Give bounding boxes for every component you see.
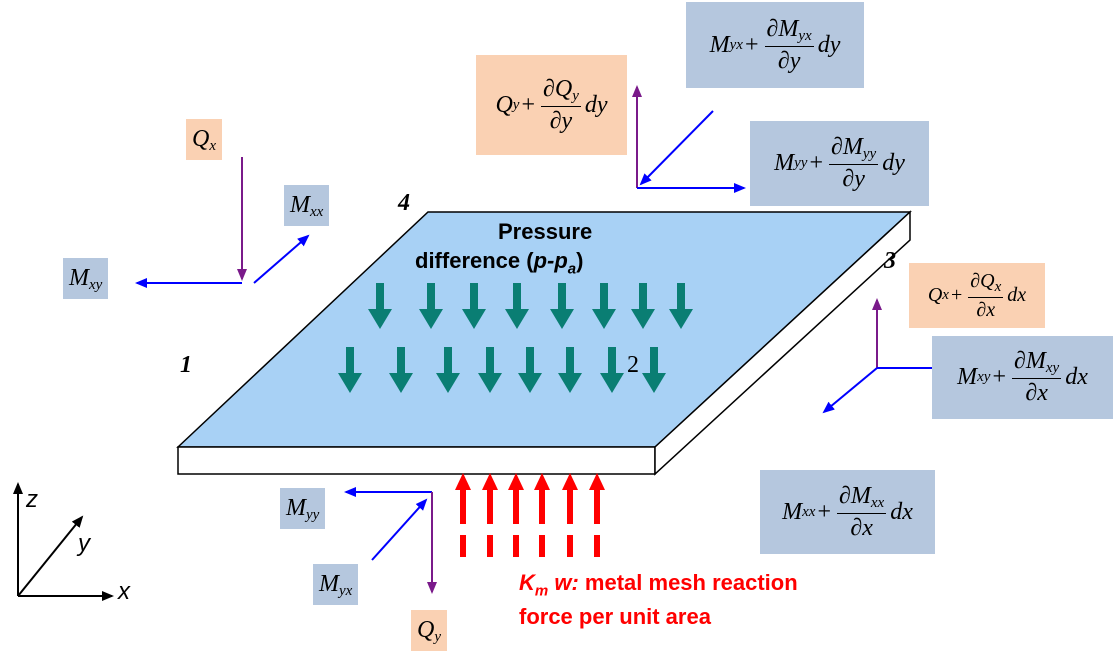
pressure-arrows	[338, 283, 693, 393]
plate-front-face	[177, 446, 656, 475]
reaction-arrow	[482, 473, 498, 557]
reaction-arrow	[455, 473, 471, 557]
pressure-arrow	[505, 283, 529, 329]
pressure-arrow	[558, 347, 582, 393]
pressure-arrow	[600, 347, 624, 393]
mxy-left-label: Mxy	[63, 258, 109, 299]
z-axis-label: z	[26, 486, 38, 513]
qx-left-label: Qx	[186, 119, 223, 160]
pressure-label-line2: difference (p-pa)	[415, 248, 584, 278]
mxx-left-arrow	[253, 234, 310, 284]
myx-bottom-arrow	[371, 498, 428, 561]
pressure-arrow	[338, 347, 362, 393]
pressure-arrow	[419, 283, 443, 329]
corner-label-1: 1	[180, 352, 192, 378]
corner-label-3: 3	[884, 248, 896, 274]
pressure-arrow	[389, 347, 413, 393]
pressure-arrow	[592, 283, 616, 329]
x-axis-label: x	[118, 578, 130, 605]
corner-label-4: 4	[398, 190, 410, 216]
corner-label-2: 2	[627, 352, 639, 378]
myx-top-arrow	[639, 110, 714, 186]
myy-bottom-label: Myy	[280, 488, 326, 529]
pressure-arrow	[368, 283, 392, 329]
plate-side-face	[654, 210, 911, 476]
y-axis-label: y	[78, 530, 90, 557]
mxx-left-label: Mxx	[284, 185, 330, 226]
pressure-arrow	[436, 347, 460, 393]
reaction-arrows	[455, 473, 605, 557]
pressure-arrow	[550, 283, 574, 329]
pressure-arrow	[462, 283, 486, 329]
pressure-arrow	[518, 347, 542, 393]
reaction-arrow	[534, 473, 550, 557]
reaction-arrow	[589, 473, 605, 557]
pressure-label-line1: Pressure	[498, 219, 593, 244]
pressure-arrow	[669, 283, 693, 329]
y-axis	[17, 515, 84, 597]
pressure-arrow	[631, 283, 655, 329]
reaction-arrow	[562, 473, 578, 557]
reaction-arrow	[508, 473, 524, 557]
myx-bottom-label: Myx	[313, 564, 359, 605]
pressure-arrow	[642, 347, 666, 393]
reaction-label: Km w: metal mesh reaction force per unit…	[519, 570, 798, 630]
mxx-right-arrow	[822, 367, 878, 414]
qy-bottom-label: Qy	[411, 610, 448, 651]
pressure-arrow	[478, 347, 502, 393]
